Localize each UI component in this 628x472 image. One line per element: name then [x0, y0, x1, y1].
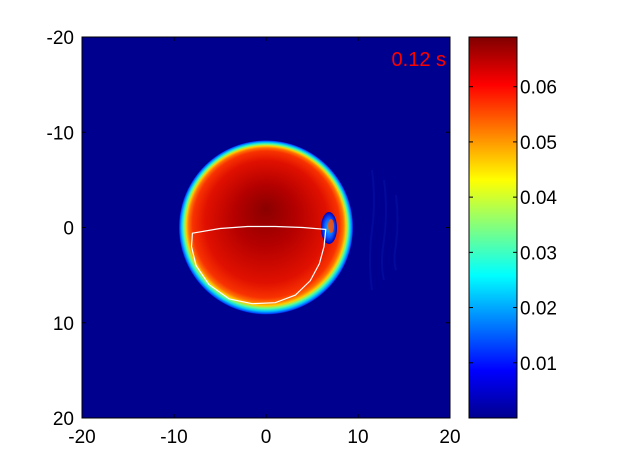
x-tick-label: -20 — [68, 427, 95, 448]
colorbar-tick-label: 0.03 — [520, 243, 557, 264]
colorbar-tick-label: 0.02 — [520, 299, 557, 320]
colorbar-tick-label: 0.06 — [520, 78, 557, 99]
colorbar-strip — [468, 36, 518, 419]
y-tick-label: 0 — [63, 219, 74, 240]
y-tick-label: 10 — [53, 314, 74, 335]
time-annotation: 0.12 s — [392, 49, 446, 71]
colorbar-tick-label: 0.05 — [520, 133, 557, 154]
plot-area: -20 -10 0 10 20 -20 -10 0 10 20 0.12 s — [47, 28, 461, 448]
x-tick-marks: -20 -10 0 10 20 — [68, 37, 461, 448]
wake-ripples — [369, 169, 399, 291]
white-contour — [190, 225, 327, 305]
colorbar-ticks: 0.01 0.02 0.03 0.04 0.05 0.06 — [469, 78, 557, 375]
boundary-feature — [321, 212, 337, 244]
y-tick-label: -20 — [47, 28, 74, 49]
heatmap-disk — [178, 140, 354, 315]
y-tick-label: 20 — [53, 409, 74, 430]
y-tick-label: -10 — [47, 123, 74, 144]
feature-core — [328, 219, 334, 233]
x-tick-label: -10 — [160, 427, 187, 448]
y-tick-marks: -20 -10 0 10 20 — [47, 28, 450, 430]
x-tick-label: 0 — [261, 427, 272, 448]
x-tick-label: 10 — [347, 427, 368, 448]
colorbar: 0.01 0.02 0.03 0.04 0.05 0.06 — [468, 36, 557, 419]
colorbar-tick-label: 0.01 — [520, 354, 557, 375]
x-tick-label: 20 — [439, 427, 460, 448]
colorbar-tick-label: 0.04 — [520, 188, 557, 209]
